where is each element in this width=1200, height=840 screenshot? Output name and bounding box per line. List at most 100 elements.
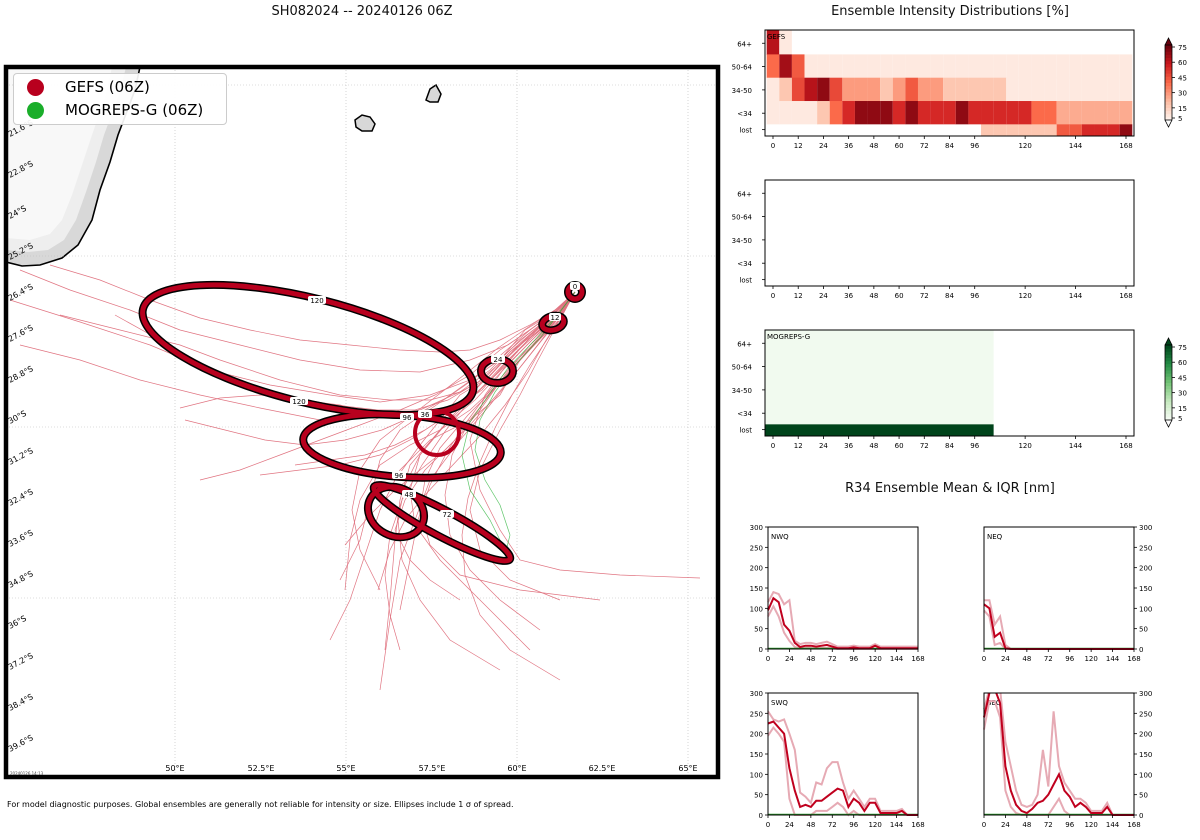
heatmap-cell (1018, 77, 1032, 102)
heatmap-row-label: 34-50 (732, 387, 752, 395)
heatmap-cell (1081, 101, 1095, 125)
ellipse-label: 0 (570, 282, 580, 291)
r34-x-tick: 24 (1001, 821, 1010, 829)
heatmap-cell (1107, 101, 1120, 125)
lon-label: 62.5°E (589, 764, 616, 773)
map-timestamp: 20240126 14:13 (10, 771, 44, 776)
heatmap-x-tick: 24 (819, 442, 828, 450)
heatmap-cell (993, 54, 1007, 79)
heatmap-x-tick: 96 (970, 442, 979, 450)
heatmap-mogreps: MOGREPS-G 64+ 50-64 34-50 <34 lost 0 12 24 36 48 60… (732, 329, 1135, 450)
colorbar-segment (1165, 373, 1172, 377)
r34-x-tick: 0 (982, 655, 986, 663)
r34-y-tick: 100 (1139, 771, 1152, 779)
intensity-title: Ensemble Intensity Distributions [%] (831, 4, 1069, 19)
heatmap-cell (981, 124, 994, 137)
lon-label: 65°E (678, 764, 697, 773)
heatmap-x-tick: 120 (1018, 442, 1031, 450)
colorbar-tick: 60 (1178, 59, 1187, 67)
heatmap-cell (817, 54, 830, 79)
heatmap-cell (905, 54, 918, 79)
lat-label: 36°S (7, 614, 28, 631)
colorbar-segment (1165, 98, 1172, 102)
colorbar-segment (1165, 410, 1172, 415)
heatmap-x-tick: 144 (1069, 292, 1083, 300)
heatmap-cell (968, 77, 982, 102)
colorbar-segment (1165, 401, 1172, 405)
colorbar-tick: 15 (1178, 405, 1187, 413)
colorbar-segment (1165, 60, 1172, 65)
colorbar-segment (1165, 385, 1172, 390)
heatmap-row-label: <34 (737, 110, 752, 118)
heatmap-cell (804, 54, 818, 79)
heatmap-model-label: MOGREPS-G (767, 333, 810, 341)
heatmap-empty: 64+ 50-64 34-50 <34 lost 0 12 24 36 48 60 72 84 96 120… (732, 179, 1135, 300)
r34-y-tick: 200 (750, 731, 763, 739)
heatmap-row-label: 64+ (737, 340, 752, 348)
r34-iqr-line (767, 590, 918, 648)
heatmap-cell (766, 30, 780, 55)
heatmap-x-tick: 36 (844, 442, 853, 450)
r34-x-tick: 24 (1001, 655, 1010, 663)
map-frame (3, 64, 721, 780)
r34-x-tick: 144 (1106, 821, 1120, 829)
heatmap-cell (779, 30, 792, 55)
heatmap-cell (1069, 124, 1082, 137)
r34-x-tick: 96 (1065, 655, 1074, 663)
heatmap-x-tick: 96 (970, 292, 979, 300)
colorbar-segment (1165, 404, 1172, 408)
ellipse-label: 24 (491, 355, 505, 364)
heatmap-x-tick: 96 (970, 142, 979, 150)
heatmap-cell (791, 101, 805, 125)
colorbar-segment (1165, 395, 1172, 399)
svg-text:120: 120 (292, 398, 305, 406)
heatmap-x-tick: 72 (920, 442, 929, 450)
heatmap-bg (765, 180, 1134, 286)
colorbar-segment (1165, 366, 1172, 371)
heatmap-cell (842, 30, 855, 55)
colorbar-segment (1165, 357, 1172, 362)
lon-label: 57.5°E (419, 764, 446, 773)
heatmap-cell (1031, 54, 1045, 79)
r34-x-tick: 120 (868, 655, 881, 663)
r34-y-tick: 50 (1139, 626, 1148, 634)
r34-x-tick: 24 (785, 821, 794, 829)
lat-label: 28.8°S (7, 364, 35, 385)
ellipse-label: 120 (290, 397, 308, 406)
heatmap-row-label: 34-50 (732, 87, 752, 95)
colorbar-greens: 75 60 45 30 15 5 (1164, 337, 1187, 428)
heatmap-x-tick: 168 (1119, 442, 1132, 450)
r34-x-tick: 48 (1022, 821, 1031, 829)
heatmap-cell (917, 54, 931, 79)
r34-x-tick: 168 (911, 821, 924, 829)
r34-x-tick: 72 (828, 821, 837, 829)
heatmap-x-tick: 60 (895, 142, 904, 150)
heatmap-cell (955, 101, 969, 125)
heatmap-cell (1107, 77, 1120, 102)
heatmap-cell (1006, 101, 1019, 125)
heatmap-cell (829, 124, 843, 137)
lat-label: 31.2°S (7, 446, 35, 467)
colorbar-segment (1165, 101, 1172, 105)
colorbar-segment (1165, 70, 1172, 74)
heatmap-cell (817, 101, 830, 125)
legend-item-mogreps: MOGREPS-G (06Z) (27, 101, 203, 119)
heatmap-cell (791, 54, 805, 79)
heatmap-x-tick: 0 (771, 142, 775, 150)
colorbar-segment (1165, 413, 1172, 418)
colorbar-segment (1165, 363, 1172, 368)
heatmap-cell (943, 54, 956, 79)
heatmap-cell (779, 124, 792, 137)
r34-x-tick: 0 (982, 821, 986, 829)
r34-iqr-line (767, 710, 918, 816)
heatmap-cell (968, 124, 982, 137)
heatmap-row-label: 64+ (737, 190, 752, 198)
r34-quadrant-label: NWQ (771, 533, 789, 541)
heatmap-cell (765, 401, 994, 425)
heatmap-cell (1056, 30, 1070, 55)
island-mauritius (425, 83, 442, 103)
colorbar-segment (1165, 48, 1172, 52)
heatmap-cell (1119, 101, 1133, 125)
heatmap-cell (943, 30, 956, 55)
heatmap-cell (1107, 30, 1120, 55)
